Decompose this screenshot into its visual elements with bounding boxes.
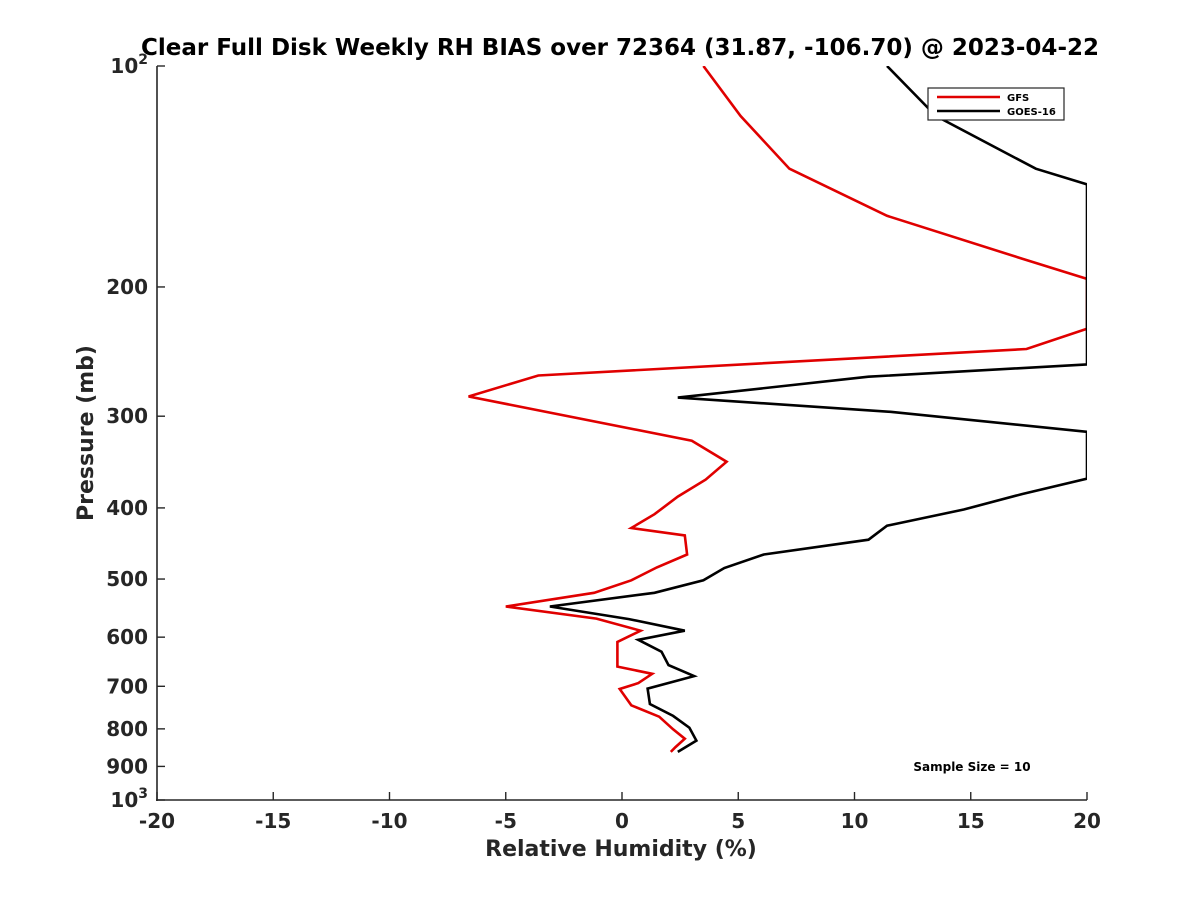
- y-tick-label: 700: [106, 674, 148, 698]
- y-tick-label: 600: [106, 625, 148, 649]
- x-tick-label: -20: [139, 809, 175, 833]
- series-layer: [468, 66, 1087, 754]
- legend-box: [927, 87, 1065, 121]
- x-tick-label: -15: [255, 809, 291, 833]
- x-tick-label: 10: [841, 809, 869, 833]
- y-tick-label: 800: [106, 717, 148, 741]
- x-tick-label: 20: [1073, 809, 1101, 833]
- x-axis-label: Relative Humidity (%): [485, 837, 757, 862]
- x-tick-label: -10: [371, 809, 407, 833]
- y-tick-label: 500: [106, 567, 148, 591]
- x-tick-label: 0: [615, 809, 629, 833]
- x-ticks: -20 -15 -10 -5 0 5 10 15 20: [139, 792, 1101, 833]
- legend-label: GOES-16: [1007, 107, 1056, 118]
- sample-size-annotation: Sample Size = 10: [913, 760, 1030, 774]
- y-axis-label: Pressure (mb): [74, 345, 99, 521]
- series-line-gfs: [468, 66, 1087, 753]
- y-ticks: 102 200 300 400 500 600 700 800 900 103: [106, 52, 165, 812]
- y-tick-label: 300: [106, 404, 148, 428]
- chart-title: Clear Full Disk Weekly RH BIAS over 7236…: [141, 35, 1099, 61]
- y-tick-label: 103: [110, 786, 148, 812]
- x-tick-label: 15: [957, 809, 985, 833]
- series-line-goes-16: [549, 66, 1087, 754]
- y-tick-label: 102: [110, 52, 148, 78]
- legend-label: GFS: [1007, 93, 1029, 104]
- legend: GFS GOES-16: [927, 87, 1065, 121]
- y-tick-label: 400: [106, 496, 148, 520]
- x-tick-label: -5: [495, 809, 517, 833]
- x-tick-label: 5: [731, 809, 745, 833]
- y-tick-label: 200: [106, 275, 148, 299]
- y-tick-label: 900: [106, 754, 148, 778]
